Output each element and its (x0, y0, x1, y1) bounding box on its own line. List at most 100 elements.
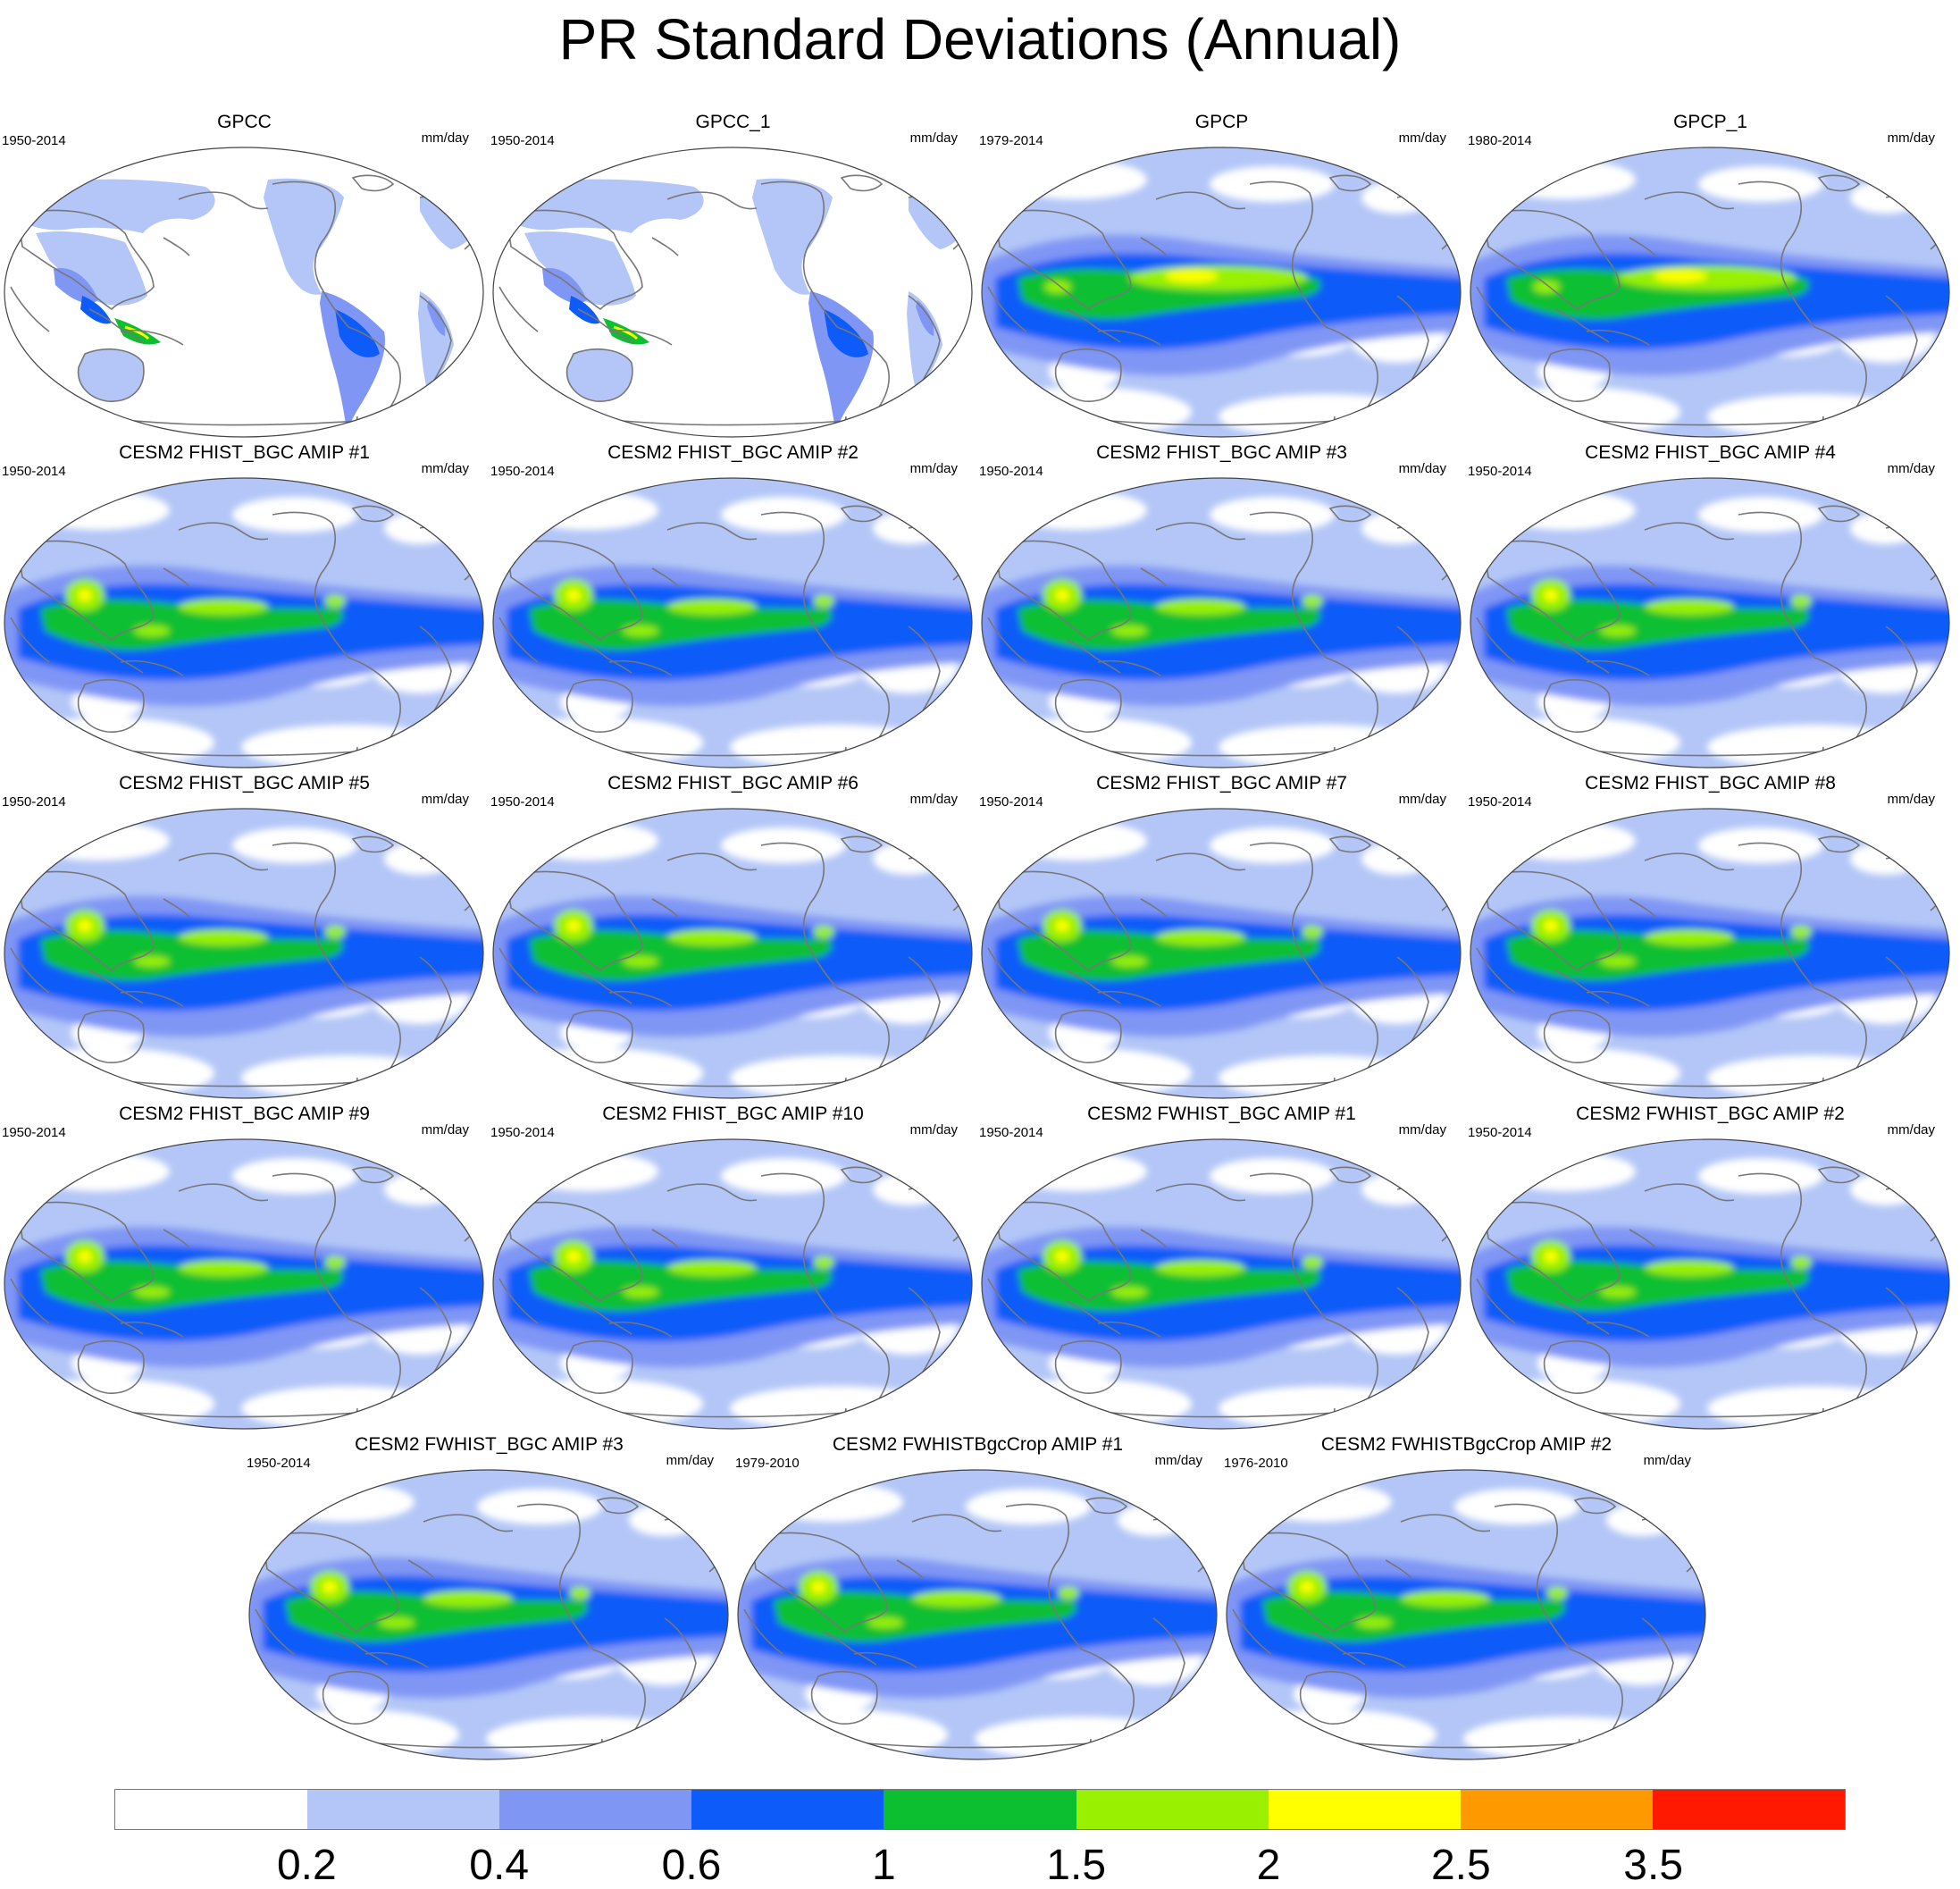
coastline (1140, 1229, 1168, 1248)
panel-period: 1950-2014 (2, 1125, 66, 1140)
panel-period: 1979-2010 (735, 1456, 800, 1471)
coastline (351, 505, 395, 523)
coastline (1629, 237, 1656, 256)
low-variability-patch (4, 718, 214, 768)
coastline (120, 659, 184, 676)
low-variability-patch (982, 1048, 1192, 1098)
panel-units: mm/day (909, 461, 958, 476)
panel-period: 1950-2014 (979, 1125, 1043, 1140)
low-variability-patch (493, 1048, 703, 1098)
low-variability-patch (966, 1489, 1091, 1524)
peak-region (1156, 599, 1245, 615)
figure-title: PR Standard Deviations (Annual) (558, 7, 1402, 71)
peak-region (667, 1260, 757, 1276)
map-border (492, 1138, 973, 1430)
low-variability-patch (1227, 1709, 1436, 1759)
coastline (498, 617, 539, 663)
coastline (1483, 870, 1621, 972)
low-variability-patch (27, 491, 170, 530)
low-variability-patch (477, 1489, 602, 1524)
peak-region (324, 926, 346, 938)
coastline (1155, 852, 1246, 871)
coastline (1328, 505, 1372, 523)
low-variability-patch (1219, 1055, 1433, 1098)
coastline (822, 1631, 877, 1666)
peak-region (813, 1256, 834, 1269)
coastline (163, 237, 190, 256)
coastlines (987, 1166, 1458, 1423)
map-panel: GPCP_1 1980-2014 mm/day (1466, 111, 1955, 441)
tropical-band (529, 930, 832, 981)
map-panel: CESM2 FHIST_BGC AMIP #2 1950-2014 mm/day (489, 441, 977, 772)
peak-region (179, 929, 268, 945)
map-panel: CESM2 FWHISTBgcCrop AMIP #1 1979-2010 mm/d… (733, 1433, 1222, 1764)
coastline (1085, 1497, 1128, 1515)
peak-region (566, 919, 581, 932)
panel-units: mm/day (421, 1122, 469, 1138)
tropical-band (1018, 1261, 1320, 1312)
coastline (1249, 842, 1327, 989)
coastline (608, 1321, 673, 1338)
panel-title: CESM2 FHIST_BGC AMIP #2 (607, 442, 859, 463)
coastline (760, 1172, 838, 1320)
coastline (17, 540, 155, 642)
map-border (4, 1138, 484, 1430)
coastline (163, 567, 190, 587)
peak-region (134, 1287, 170, 1297)
coastline (1543, 679, 1611, 733)
coastline (840, 505, 884, 523)
peak-region (1645, 1260, 1734, 1276)
low-variability-patch (4, 1379, 214, 1429)
low-variability-patch (721, 497, 846, 533)
peak-region (1356, 1617, 1392, 1628)
peak-region (912, 1591, 1001, 1607)
low-variability-patch (515, 1152, 658, 1191)
map-plot (737, 1469, 1218, 1760)
land-region (916, 300, 934, 336)
map-plot (981, 477, 1462, 768)
map-border (492, 808, 973, 1099)
coastline (577, 639, 632, 674)
peak-region (1618, 265, 1797, 290)
map-border (4, 808, 484, 1099)
tropical-band (40, 930, 343, 981)
coastline (1629, 1229, 1656, 1248)
low-variability-patch (721, 1158, 846, 1194)
land-region (542, 268, 587, 304)
coastline (1066, 639, 1121, 674)
panel-period: 1950-2014 (247, 1456, 311, 1471)
peak-region (667, 599, 757, 615)
peak-region (1165, 270, 1219, 282)
low-variability-patch (493, 1379, 703, 1429)
coastline (666, 1183, 758, 1202)
coastline (651, 567, 679, 587)
coastline (1586, 329, 1650, 346)
tropical-band (285, 1591, 588, 1642)
coastline (651, 1229, 679, 1248)
coastline (1140, 898, 1168, 918)
low-variability-patch (1698, 1158, 1823, 1194)
colorbar-swatch (691, 1790, 884, 1829)
panel-units: mm/day (909, 792, 958, 807)
map-plot (1470, 147, 1950, 438)
coastline (1054, 348, 1122, 402)
peak-region (1156, 1260, 1245, 1276)
coastline (498, 947, 539, 994)
coastline (1155, 522, 1246, 541)
map-plot (1470, 1138, 1950, 1430)
coastline (1097, 1321, 1161, 1338)
low-variability-patch (515, 491, 658, 530)
map-border (981, 477, 1462, 768)
low-variability-patch (1210, 1158, 1335, 1194)
coastline (853, 1651, 917, 1668)
tropical-band (529, 600, 832, 651)
coastline (1328, 1166, 1372, 1184)
map-panel: CESM2 FHIST_BGC AMIP #5 1950-2014 mm/day (0, 772, 489, 1103)
coastline (1066, 1300, 1121, 1335)
map-border (981, 808, 1462, 1099)
panel-title: CESM2 FWHIST_BGC AMIP #2 (1576, 1104, 1845, 1124)
map-panel: CESM2 FHIST_BGC AMIP #3 1950-2014 mm/day (977, 441, 1466, 772)
land-region (824, 309, 868, 357)
coastline (1311, 1631, 1366, 1666)
coastline (10, 1278, 50, 1324)
